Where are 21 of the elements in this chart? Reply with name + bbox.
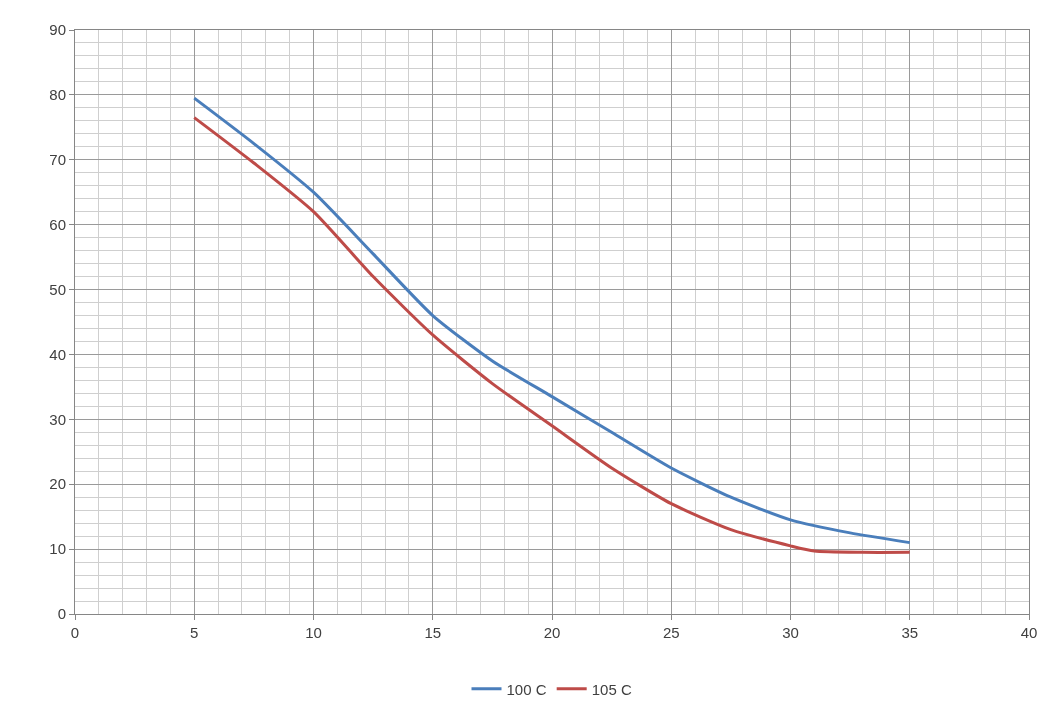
y-tick-label: 20 — [49, 475, 66, 493]
x-tick-label: 25 — [662, 624, 680, 641]
x-tick-label: 40 — [1020, 624, 1038, 641]
x-tick-label: 15 — [424, 624, 442, 641]
y-tick-label: 40 — [49, 345, 66, 363]
y-tick-label: 70 — [49, 151, 66, 169]
y-tick-label: 60 — [49, 215, 66, 233]
x-tick-label: 10 — [305, 624, 322, 641]
y-tick-label: 80 — [49, 86, 66, 104]
x-tick-label: 5 — [190, 624, 199, 641]
legend-label: 105 C — [591, 680, 632, 698]
x-tick-label: 35 — [901, 624, 919, 641]
x-tick-label: 30 — [782, 624, 799, 641]
y-tick-label: 90 — [49, 21, 66, 39]
legend-label: 100 C — [506, 680, 547, 698]
x-tick-label: 20 — [543, 624, 561, 641]
y-tick-label: 0 — [57, 605, 66, 623]
y-tick-label: 50 — [49, 280, 66, 298]
y-tick-label: 10 — [49, 540, 66, 558]
y-tick-label: 30 — [49, 410, 66, 428]
x-tick-label: 0 — [70, 624, 80, 641]
